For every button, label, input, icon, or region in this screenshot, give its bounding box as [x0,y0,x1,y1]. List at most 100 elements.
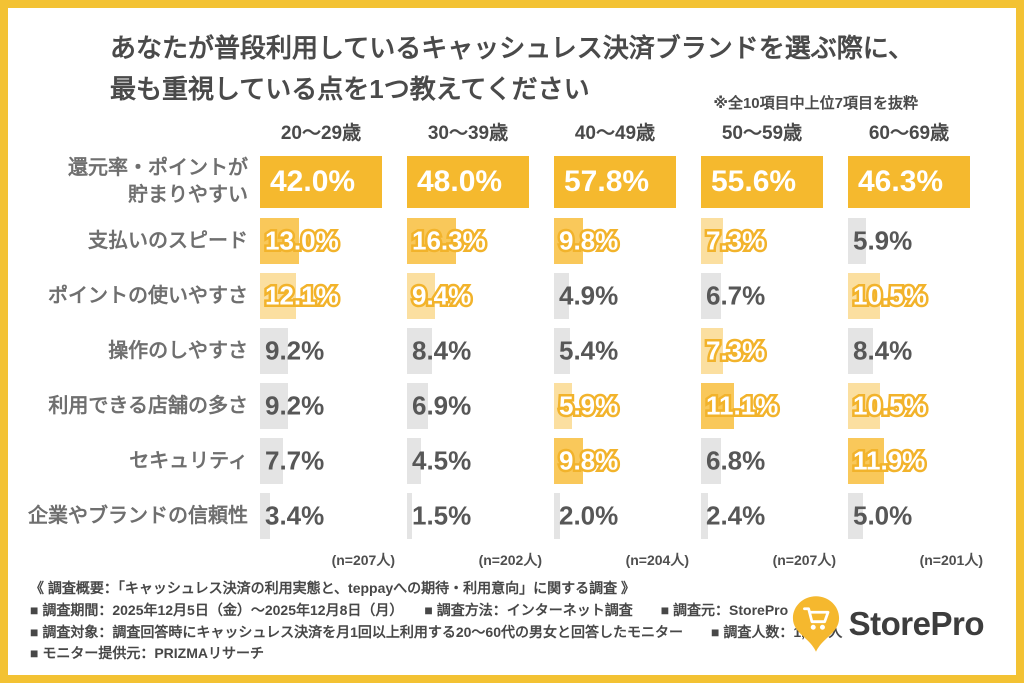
row-label-line: ポイントの使いやすさ [48,284,248,307]
value-bar [260,383,288,430]
value-label: 6.7% [706,280,766,311]
value-cell: 9.8% [554,218,701,265]
value-cell: 8.4% [848,328,995,375]
storepro-logo: StorePro [792,595,985,653]
value-label: 5.9% [853,225,913,256]
value-label: 13.0% [263,223,342,258]
row-label-line: 支払いのスピード [88,229,248,252]
value-label: 8.4% [853,335,913,366]
value-label: 9.8% [556,443,620,478]
value-bar [701,273,721,320]
survey-detail-line: ■ 調査期間：2025年12月5日（金）〜2025年12月8日（月） ■ 調査方… [30,601,789,618]
value-cell: 42.0% [260,156,407,209]
survey-detail-line: 《 調査概要：「キャッシュレス決済の利用実態と、teppayへの期待・利用意向」… [30,580,636,597]
value-label: 5.9% [556,388,620,423]
value-cell: 7.3% [701,218,848,265]
value-label: 48.0% [417,165,503,199]
value-cell: 10.5% [848,383,995,430]
row-label-line: 操作のしやすさ [108,339,248,362]
value-cell: 9.8% [554,438,701,485]
row-label-line: セキュリティ [129,449,248,472]
value-label: 6.8% [706,445,766,476]
column-header-age-0: 20〜29歳 [280,123,362,145]
value-label: 42.0% [270,165,356,199]
row-label-line: 還元率・ポイントが [68,157,248,180]
value-bar [701,383,734,430]
value-label: 7.7% [265,445,325,476]
value-cell: 9.2% [260,328,407,375]
chart-title: あなたが普段利用しているキャッシュレス決済ブランドを選ぶ際に、 最も重視している… [110,28,914,110]
value-cell: 6.7% [701,273,848,320]
survey-detail-line: ■ 調査対象：調査回答時にキャッシュレス決済を月1回以上利用する20〜60代の男… [30,623,843,640]
value-label: 2.0% [559,500,619,531]
storepro-logo-text: StorePro [848,605,985,642]
row-label: 企業やブランドの信頼性 [22,503,260,530]
value-bar [701,438,721,485]
value-cell: 5.0% [848,493,995,540]
row-label: 利用できる店舗の多さ [22,393,260,420]
value-label: 4.9% [559,280,619,311]
value-bar [554,383,572,430]
value-bar [407,273,435,320]
value-cell: 12.1% [260,273,407,320]
row-label: 還元率・ポイントが 貯まりやすい [22,155,260,209]
value-bar [260,328,288,375]
value-bar [554,273,569,320]
value-bar [407,328,432,375]
value-cell: 8.4% [407,328,554,375]
survey-footer: 《 調査概要：「キャッシュレス決済の利用実態と、teppayへの期待・利用意向」… [30,578,994,665]
value-label: 9.2% [265,335,325,366]
value-label: 5.4% [559,335,619,366]
value-bar [407,383,428,430]
value-bar [554,156,676,209]
cart-pin-icon [792,596,839,652]
value-bar [848,273,880,320]
value-cell: 48.0% [407,156,554,209]
value-label: 16.3% [410,223,489,258]
value-label: 1.5% [412,500,472,531]
value-bar [407,218,456,265]
value-label: 9.8% [556,223,620,258]
value-bar [407,493,412,540]
sample-size-label-3: (n=207人) [772,552,836,569]
value-label: 6.9% [412,390,472,421]
value-cell: 7.3% [701,328,848,375]
value-label: 4.5% [412,445,472,476]
value-bar [701,493,708,540]
value-cell: 5.9% [848,218,995,265]
value-label: 7.3% [703,333,767,368]
value-cell: 11.1% [701,383,848,430]
value-label: 46.3% [858,165,944,199]
value-bar [848,328,873,375]
sample-size-label-1: (n=202人) [478,552,542,569]
value-bar [554,493,560,540]
value-bar [848,493,863,540]
chart-title-line1: あなたが普段利用しているキャッシュレス決済ブランドを選ぶ際に、 [110,33,914,63]
value-label: 7.3% [703,223,767,258]
survey-details: 《 調査概要：「キャッシュレス決済の利用実態と、teppayへの期待・利用意向」… [30,578,994,665]
column-header-age-2: 40〜49歳 [574,123,656,145]
value-cell: 11.9% [848,438,995,485]
value-label: 9.2% [265,390,325,421]
value-bar [554,438,583,485]
value-cell: 6.9% [407,383,554,430]
value-cell: 3.4% [260,493,407,540]
value-cell: 5.4% [554,328,701,375]
value-bar [848,218,866,265]
value-cell: 1.5% [407,493,554,540]
value-bar [701,156,823,209]
header: あなたが普段利用しているキャッシュレス決済ブランドを選ぶ際に、 最も重視している… [8,8,1016,112]
value-bar [407,156,529,209]
row-label-line: 企業やブランドの信頼性 [28,504,248,527]
value-bar [407,438,421,485]
value-cell: 2.0% [554,493,701,540]
value-bar [701,218,723,265]
value-cell: 4.9% [554,273,701,320]
value-bar [260,156,382,209]
value-label: 9.4% [409,278,473,313]
value-cell: 46.3% [848,156,995,209]
value-cell: 6.8% [701,438,848,485]
chart-note: ※全10項目中上位7項目を抜粋 [713,95,918,112]
value-label: 2.4% [706,500,766,531]
